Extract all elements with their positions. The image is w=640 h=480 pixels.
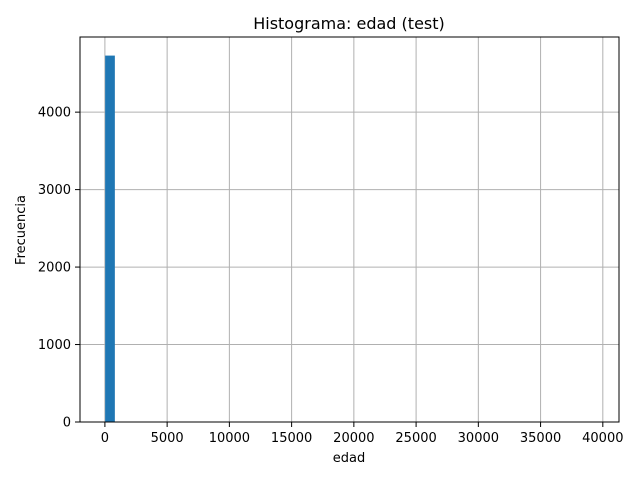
y-tick-label: 2000 — [38, 261, 71, 276]
bars — [105, 55, 115, 422]
x-tick-label: 0 — [101, 431, 109, 446]
x-axis-ticks: 0 5000 10000 15000 20000 25000 30000 35000 40000 — [101, 422, 623, 446]
y-tick-label: 4000 — [38, 106, 71, 121]
plot-frame — [79, 36, 620, 423]
x-tick-label: 20000 — [333, 431, 374, 446]
x-tick-label: 35000 — [520, 431, 561, 446]
x-tick-label: 30000 — [458, 431, 499, 446]
x-tick-label: 15000 — [271, 431, 312, 446]
y-tick-label: 3000 — [38, 183, 71, 198]
grid — [80, 37, 619, 423]
x-tick-label: 10000 — [209, 431, 250, 446]
histogram-bar — [105, 55, 115, 422]
chart-title: Histograma: edad (test) — [253, 14, 445, 33]
x-tick-label: 25000 — [395, 431, 436, 446]
y-tick-label: 1000 — [38, 338, 71, 353]
x-tick-label: 40000 — [582, 431, 623, 446]
x-tick-label: 5000 — [151, 431, 184, 446]
y-axis-ticks: 0 1000 2000 3000 4000 — [38, 106, 80, 431]
x-axis-label: edad — [333, 451, 365, 466]
y-tick-label: 0 — [63, 416, 71, 431]
y-axis-label: Frecuencia — [14, 195, 29, 265]
